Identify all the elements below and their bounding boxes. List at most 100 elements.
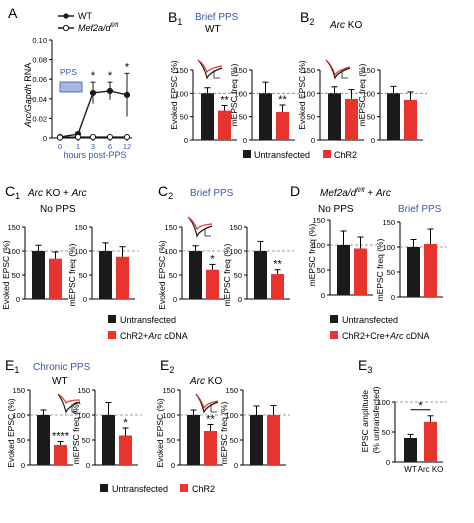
y-tick-label: 150	[382, 218, 395, 227]
y-tick-label: 150	[164, 223, 177, 232]
bar	[189, 251, 202, 299]
y-tick-label: 100	[74, 247, 87, 256]
bar	[102, 415, 115, 465]
y-tick-label: 0	[184, 136, 188, 145]
C2-mepsc-bar-chart: 0 50 100 150 **	[229, 223, 294, 304]
y-tick-label: 100	[164, 247, 177, 256]
y-tick-label: 100	[382, 243, 395, 252]
bar	[187, 415, 200, 465]
y-tick-label: 0.06	[32, 75, 47, 84]
legend-untransfected: Untransfected	[254, 150, 310, 160]
panelA-line-chart: 0 0.02 0.04 0.06 0.08 0.10 0 1 3 6 12 * * *	[32, 36, 132, 151]
y-tick-label: 50	[82, 436, 90, 445]
bar	[119, 435, 132, 465]
E2-evoked-bar-chart: 0 50 100 150 **	[162, 386, 227, 470]
B1-evoked-bar-chart: 0 50 100 150 **	[175, 66, 241, 145]
data-point	[123, 91, 131, 98]
bar	[201, 93, 214, 140]
y-tick-label: 0.04	[32, 95, 47, 104]
y-tick-label: 0	[321, 291, 325, 300]
bar	[250, 415, 263, 465]
y-tick-label: 150	[162, 386, 175, 395]
bar	[49, 258, 62, 299]
E2-evoked-ylabel: Evoked EPSC (%)	[155, 398, 165, 468]
y-tick-label: 0	[173, 295, 177, 304]
B2-trace-inset	[325, 59, 351, 80]
legend-swatch-chr2	[323, 150, 331, 158]
B1-trace-inset	[197, 59, 223, 80]
y-tick-label: 50	[169, 271, 177, 280]
E2-mepsc-bar-chart: 0 50 100 150	[225, 386, 290, 470]
D-right-ylabel: mEPSC freq (%)	[375, 238, 385, 301]
y-tick-label: 150	[12, 386, 25, 395]
y-tick-label: 0	[311, 136, 315, 145]
y-tick-label: 0	[16, 295, 20, 304]
significance-marker: *	[123, 417, 128, 429]
E2-mepsc-ylabel: mEPSC freq (%)	[219, 401, 229, 464]
panelA-ylabel: Arc/Gapdh RNA	[23, 63, 33, 129]
C1-mepsc-ylabel: mEPSC freq (%)	[67, 243, 77, 306]
significance-marker: *	[210, 253, 215, 265]
E1-heading-condition: Chronic PPS	[33, 362, 91, 373]
data-point	[106, 87, 114, 95]
x-tick-label: 12	[123, 142, 131, 151]
y-tick-label: 0	[43, 134, 47, 143]
y-tick-label: 100	[162, 411, 175, 420]
bar	[276, 112, 289, 140]
data-point	[56, 134, 64, 141]
panel-label-B2: B2	[300, 9, 314, 27]
E2-trace-inset	[195, 393, 219, 414]
y-tick-label: 150	[312, 216, 325, 225]
C2-evoked-ylabel: Evoked EPSC (%)	[157, 240, 167, 310]
E3-ylabel: EPSC amplitude (% untransfected)	[360, 386, 381, 453]
bar	[259, 93, 272, 140]
D-brief-bar-chart: 0 50 100 150	[382, 218, 447, 302]
y-tick-label: 50	[79, 271, 87, 280]
x-tick-label: WT	[404, 465, 417, 474]
legend-swatch-untransfected-d	[330, 315, 338, 323]
bar	[254, 251, 267, 299]
x-tick-label: Arc KO	[418, 465, 444, 474]
D-left-ylabel: mEPSC freq (%)	[307, 223, 317, 286]
bar	[54, 445, 67, 465]
B1-mepsc-bar-chart: 0 50 100 150 **	[234, 66, 299, 145]
y-tick-label: 0.10	[32, 36, 47, 45]
y-tick-label: 50	[382, 428, 390, 437]
E1-mepsc-ylabel: mEPSC freq (%)	[71, 401, 81, 464]
y-tick-label: 150	[77, 386, 90, 395]
E1-mepsc-bar-chart: 0 50 100 150 *	[77, 386, 142, 470]
bar	[407, 247, 420, 297]
significance-marker: *	[91, 70, 96, 82]
y-tick-label: 150	[175, 66, 188, 75]
significance-marker: *	[108, 70, 113, 82]
panel-label-C1: C1	[5, 183, 20, 201]
legend-swatch-untransfected-e	[100, 484, 108, 492]
bar	[424, 244, 437, 297]
D-nopps-bar-chart: 0 50 100 150	[312, 216, 377, 300]
panel-label-C2: C2	[158, 183, 173, 201]
x-tick-label: 6	[108, 142, 112, 151]
bar	[218, 110, 231, 140]
panelA-legend: WT Mef2a/dfl/fl	[58, 11, 119, 33]
y-tick-label: 50	[17, 436, 25, 445]
B2-heading-genotype: Arc KO	[329, 20, 362, 31]
C1-mepsc-bar-chart: 0 50 100 150	[74, 223, 139, 304]
legend-swatch-untransfected-c	[108, 315, 116, 323]
E3-bar-chart: 0 50 100 WT Arc KO *	[377, 398, 447, 474]
bar	[204, 431, 217, 465]
legend-swatch-chr2-cre-arc	[330, 331, 338, 339]
E1-evoked-bar-chart: 0 50 100 150 ****	[12, 386, 77, 470]
y-tick-label: 150	[362, 66, 375, 75]
y-tick-label: 50	[317, 266, 325, 275]
legend-untransfected-c: Untransfected	[120, 315, 176, 325]
y-tick-label: 150	[225, 386, 238, 395]
bar	[116, 256, 129, 299]
bar	[354, 248, 367, 295]
y-tick-label: 50	[12, 271, 20, 280]
data-point	[89, 89, 97, 97]
y-tick-label: 100	[12, 411, 25, 420]
panel-label-E1: E1	[5, 357, 19, 375]
pps-stimulus-box	[59, 81, 83, 93]
C2-evoked-bar-chart: 0 50 100 150 *	[164, 223, 229, 304]
